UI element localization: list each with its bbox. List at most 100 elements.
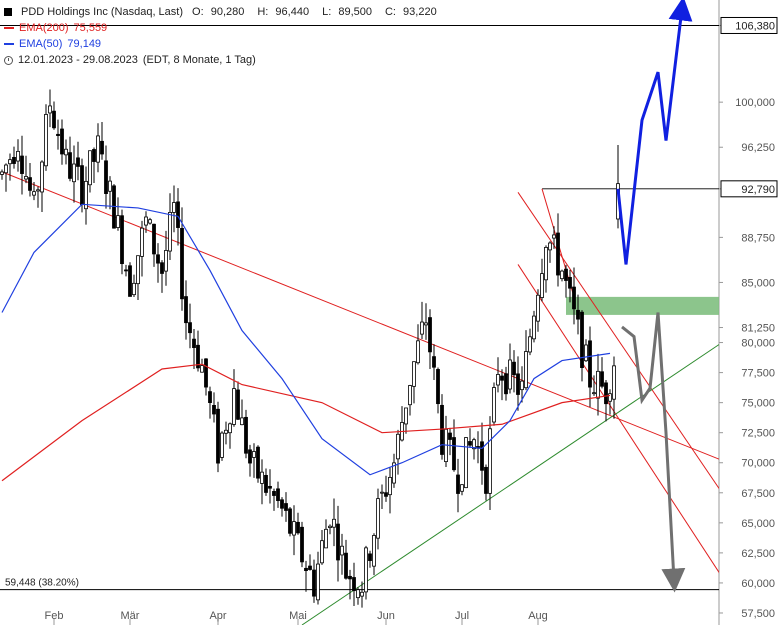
candle-body [380, 491, 384, 494]
candle-body [544, 246, 548, 281]
candle [144, 211, 148, 233]
candle [96, 123, 100, 173]
candle [212, 392, 216, 423]
candle-body [504, 373, 508, 395]
candle [476, 431, 480, 464]
candle [40, 160, 44, 212]
ema200-line [1, 363, 611, 482]
candle-body [84, 180, 88, 210]
y-tick-label: 57,500 [741, 608, 775, 620]
candle [332, 498, 336, 547]
candle [284, 492, 288, 522]
candle-body [480, 441, 484, 471]
clock-icon [4, 55, 13, 65]
candle-body [432, 356, 436, 368]
candle [244, 409, 248, 459]
candle [260, 459, 264, 505]
candle-body [500, 375, 504, 381]
candle-body [376, 498, 380, 539]
candle-body [320, 540, 324, 564]
y-tick-label: 81,250 [741, 323, 775, 335]
candle-body [0, 171, 4, 175]
ohlc-header: PDD Holdings Inc (Nasdaq, Last) O: 90,28… [4, 4, 445, 20]
candle [340, 533, 344, 575]
candle [564, 264, 568, 298]
candle [64, 139, 68, 165]
candle [600, 357, 604, 389]
candle-body [532, 315, 536, 340]
candle-body [292, 521, 296, 536]
candle-body [60, 128, 64, 155]
candle-body [64, 148, 68, 156]
candle-body [604, 382, 608, 405]
resistance-106-box [720, 16, 778, 34]
candle-body [192, 338, 196, 348]
candle [44, 104, 48, 171]
candle-body [300, 526, 304, 563]
candle [592, 375, 596, 396]
candle [496, 357, 500, 393]
y-tick-label: 100,000 [735, 97, 775, 109]
candles [0, 89, 620, 608]
candle-body [184, 296, 188, 324]
x-tick-label: Feb [45, 610, 64, 622]
open-label: O: [192, 6, 204, 18]
ema50-swatch-icon [4, 43, 14, 45]
y-tick-label: 77,500 [741, 368, 775, 380]
candle-body [240, 417, 244, 426]
candle-body [104, 160, 108, 194]
candle [252, 443, 256, 478]
candle [424, 303, 428, 340]
low-label: L: [322, 6, 332, 18]
candle [520, 366, 524, 403]
ema50-line [1, 203, 611, 476]
candle-body [100, 140, 104, 155]
date-range: 12.01.2023 - 29.08.2023 [18, 54, 138, 66]
candle [232, 369, 236, 427]
candle-body [44, 114, 48, 167]
candle-body [96, 135, 100, 163]
candle [432, 344, 436, 380]
candle-body [8, 159, 12, 165]
candle [24, 155, 28, 184]
candle [588, 326, 592, 407]
y-tick-label: 80,000 [741, 338, 775, 350]
open-value: 90,280 [210, 6, 245, 18]
y-tick-label: 88,750 [741, 232, 775, 244]
resistance-106-box-label: 106,380 [735, 20, 775, 32]
candle [444, 415, 448, 467]
candle-body [408, 385, 412, 406]
y-tick-label: 85,000 [741, 277, 775, 289]
gray-projection-arrow [621, 312, 686, 593]
candle [128, 262, 132, 297]
candle-body [108, 180, 112, 192]
candle [100, 121, 104, 160]
candle [528, 328, 532, 356]
candle [296, 512, 300, 535]
candle-body [540, 273, 544, 298]
candle-body [608, 393, 612, 402]
candle [568, 269, 572, 303]
y-tick-label: 67,500 [741, 488, 775, 500]
y-tick-label: 72,500 [741, 428, 775, 440]
candle [156, 243, 160, 283]
candle-body [484, 466, 488, 494]
candle-body [296, 521, 300, 534]
candle [60, 119, 64, 165]
candle-body [440, 404, 444, 455]
candle-body [496, 374, 500, 386]
candle-body [164, 250, 168, 272]
candle [240, 399, 244, 426]
candle [556, 213, 560, 287]
candle-body [332, 518, 336, 528]
candle-body [200, 365, 204, 373]
candle [580, 310, 584, 382]
candle [380, 484, 384, 510]
candle [236, 381, 240, 420]
candle-body [548, 242, 552, 251]
candle [440, 394, 444, 460]
candle-body [592, 392, 596, 395]
candle [552, 226, 556, 249]
candle [400, 406, 404, 442]
